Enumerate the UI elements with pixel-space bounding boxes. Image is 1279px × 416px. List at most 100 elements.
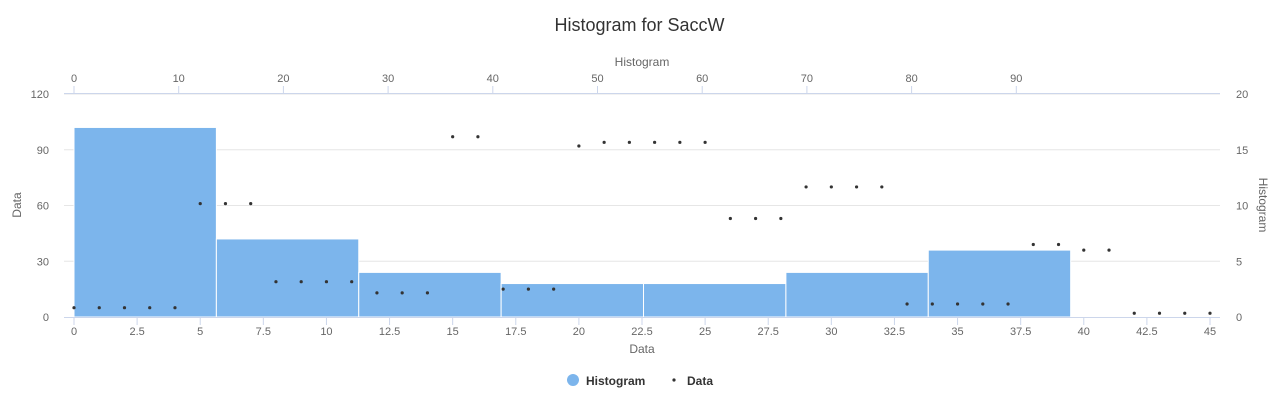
- data-point: [1056, 242, 1061, 247]
- data-point: [324, 280, 329, 284]
- data-point: [1107, 248, 1111, 252]
- data-point: [476, 135, 480, 139]
- data-point: [728, 216, 732, 221]
- left-tick-label: 60: [37, 201, 49, 213]
- top-tick-label: 40: [487, 73, 499, 85]
- data-point: [804, 185, 808, 189]
- bottom-tick-label: 7.5: [256, 326, 271, 338]
- histogram-bar-0: [73, 126, 217, 318]
- data-point: [97, 306, 101, 310]
- bottom-tick-label: 10: [320, 326, 332, 338]
- bottom-tick-label: 5: [197, 326, 203, 338]
- data-point: [274, 280, 278, 284]
- data-point: [627, 140, 631, 144]
- data-point: [375, 291, 379, 295]
- histogram-bar-4: [643, 283, 787, 318]
- bottom-tick-label: 22.5: [631, 326, 652, 338]
- data-point: [754, 216, 758, 221]
- data-point: [678, 140, 682, 144]
- legend-histogram-symbol: [567, 374, 579, 386]
- right-tick-label: 10: [1236, 201, 1248, 213]
- data-point: [299, 280, 303, 284]
- data-points: [72, 135, 1212, 315]
- data-point: [829, 185, 833, 189]
- data-point: [981, 302, 985, 306]
- data-point: [552, 287, 556, 291]
- data-point: [653, 140, 657, 144]
- histogram-bar-3: [500, 283, 645, 318]
- data-point: [501, 287, 505, 291]
- histogram-bar-6: [927, 249, 1072, 318]
- legend-item-histogram[interactable]: Histogram: [567, 374, 645, 388]
- bottom-tick-label: 27.5: [758, 326, 779, 338]
- data-point: [148, 306, 152, 310]
- data-point: [1208, 311, 1212, 315]
- data-point: [1183, 311, 1187, 315]
- data-point: [198, 202, 202, 206]
- data-point: [703, 140, 707, 144]
- data-point: [223, 202, 228, 206]
- right-tick-label: 20: [1236, 89, 1248, 101]
- left-tick-label: 0: [43, 312, 49, 324]
- bottom-tick-label: 0: [71, 326, 77, 338]
- top-tick-label: 30: [382, 73, 394, 85]
- data-point: [779, 216, 783, 221]
- data-point: [526, 287, 531, 291]
- data-point: [1031, 242, 1035, 247]
- bottom-tick-label: 32.5: [884, 326, 905, 338]
- bottom-tick-label: 20: [573, 326, 585, 338]
- data-point: [602, 140, 606, 144]
- bottom-axis-title: Data: [629, 342, 655, 356]
- data-point: [451, 135, 455, 139]
- bottom-tick-label: 12.5: [379, 326, 400, 338]
- bottom-tick-label: 25: [699, 326, 711, 338]
- left-axis-title: Data: [10, 192, 24, 218]
- right-tick-label: 15: [1236, 145, 1248, 157]
- data-point: [122, 306, 127, 310]
- top-tick-label: 50: [591, 73, 603, 85]
- data-point: [249, 202, 253, 206]
- top-tick-label: 70: [801, 73, 813, 85]
- bottom-tick-label: 35: [951, 326, 963, 338]
- top-tick-label: 10: [173, 73, 185, 85]
- bottom-tick-label: 17.5: [505, 326, 526, 338]
- data-point: [1006, 302, 1010, 306]
- bottom-tick-label: 40: [1078, 326, 1090, 338]
- data-point: [930, 302, 934, 306]
- legend-data-symbol: [672, 378, 676, 382]
- gridlines: [64, 93, 1220, 262]
- data-point: [1157, 311, 1162, 315]
- data-point: [854, 185, 859, 189]
- top-tick-label: 20: [277, 73, 289, 85]
- bottom-tick-label: 15: [447, 326, 459, 338]
- bottom-tick-label: 30: [825, 326, 837, 338]
- bottom-tick-label: 42.5: [1136, 326, 1157, 338]
- bottom-tick-label: 45: [1204, 326, 1216, 338]
- legend[interactable]: Histogram Data: [567, 374, 713, 388]
- left-tick-label: 120: [31, 89, 49, 101]
- left-tick-label: 90: [37, 145, 49, 157]
- legend-item-data[interactable]: Data: [672, 374, 713, 388]
- data-point: [425, 291, 430, 295]
- data-point: [350, 280, 354, 284]
- top-tick-label: 90: [1010, 73, 1022, 85]
- right-tick-label: 5: [1236, 256, 1242, 268]
- data-point: [955, 302, 960, 306]
- histogram-bar-2: [358, 271, 502, 318]
- axes: 0 2.5 5 7.5 10 12.5 15 17.5 20 22.5 25 27.5 30 32.5 35…: [31, 73, 1249, 338]
- top-tick-label: 0: [71, 73, 77, 85]
- right-axis-title: Histogram: [1256, 178, 1270, 233]
- data-point: [1132, 311, 1136, 315]
- left-tick-label: 30: [37, 256, 49, 268]
- histogram-bars: [73, 126, 1072, 318]
- top-axis-title: Histogram: [615, 55, 670, 69]
- legend-histogram-label: Histogram: [586, 374, 645, 388]
- bottom-tick-label: 37.5: [1010, 326, 1031, 338]
- histogram-bar-1: [215, 238, 360, 318]
- data-point: [880, 185, 884, 189]
- chart-title: Histogram for SaccW: [554, 15, 724, 35]
- data-point: [905, 302, 909, 306]
- data-point: [173, 306, 177, 310]
